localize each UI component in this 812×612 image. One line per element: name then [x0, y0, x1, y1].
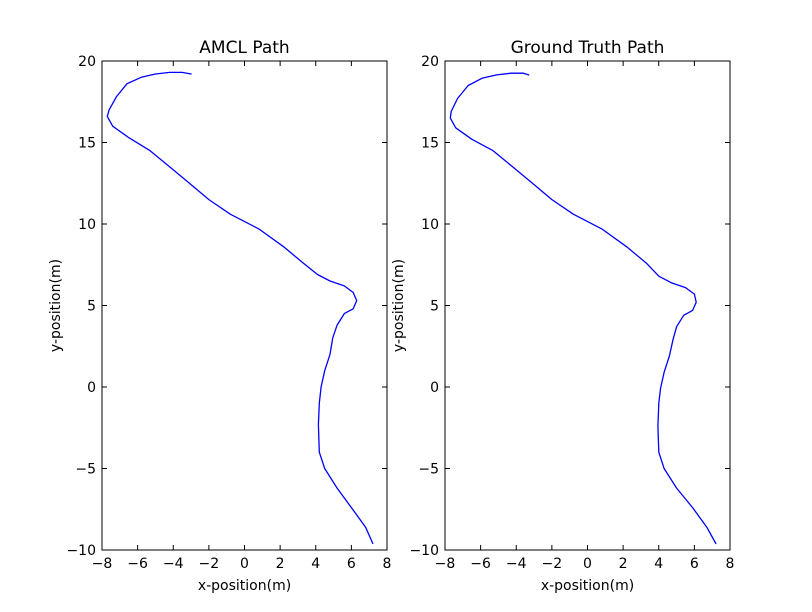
y-tick-label: 10 — [421, 217, 439, 233]
x-tick-label: 4 — [311, 556, 320, 572]
y-tick-label: 0 — [87, 380, 96, 396]
x-tick-label: 8 — [726, 556, 735, 572]
path-series-line — [106, 71, 374, 545]
y-tick-label: 15 — [78, 136, 96, 152]
x-tick-label: 2 — [619, 556, 628, 572]
x-tick-label: −6 — [470, 556, 491, 572]
y-tick-label: 5 — [430, 299, 439, 315]
amcl-path-plot: AMCL Path x-position(m) y-position(m) −8… — [48, 38, 391, 594]
x-tick-label: −4 — [163, 556, 184, 572]
x-tick-label: −6 — [127, 556, 148, 572]
x-tick-label: −8 — [435, 556, 456, 572]
chart-title: AMCL Path — [199, 38, 289, 58]
x-tick-label: −4 — [506, 556, 527, 572]
x-tick-label: 6 — [347, 556, 356, 572]
x-tick-label: 4 — [654, 556, 663, 572]
y-tick-label: −10 — [409, 543, 439, 559]
x-tick-label: 0 — [240, 556, 249, 572]
y-tick-label: 15 — [421, 136, 439, 152]
y-tick-label: −5 — [75, 462, 96, 478]
x-axis-label: x-position(m) — [198, 578, 291, 594]
y-tick-label: −5 — [418, 462, 439, 478]
y-tick-label: 20 — [78, 54, 96, 70]
y-tick-label: 20 — [421, 54, 439, 70]
x-tick-label: 6 — [690, 556, 699, 572]
x-axis-label: x-position(m) — [541, 578, 634, 594]
x-tick-label: 8 — [383, 556, 392, 572]
x-tick-label: 2 — [276, 556, 285, 572]
y-tick-label: 5 — [87, 299, 96, 315]
plot-frame — [444, 60, 731, 551]
y-tick-label: −10 — [66, 543, 96, 559]
path-series-line — [449, 72, 717, 545]
y-tick-label: 0 — [430, 380, 439, 396]
ground-truth-path-plot: Ground Truth Path x-position(m) y-positi… — [391, 38, 734, 594]
y-tick-label: 10 — [78, 217, 96, 233]
y-axis-label: y-position(m) — [48, 259, 64, 352]
x-tick-label: 0 — [583, 556, 592, 572]
x-tick-label: −2 — [542, 556, 563, 572]
x-tick-label: −2 — [199, 556, 220, 572]
x-tick-label: −8 — [92, 556, 113, 572]
y-axis-label: y-position(m) — [391, 259, 407, 352]
chart-title: Ground Truth Path — [511, 38, 665, 58]
plot-frame — [101, 60, 388, 551]
